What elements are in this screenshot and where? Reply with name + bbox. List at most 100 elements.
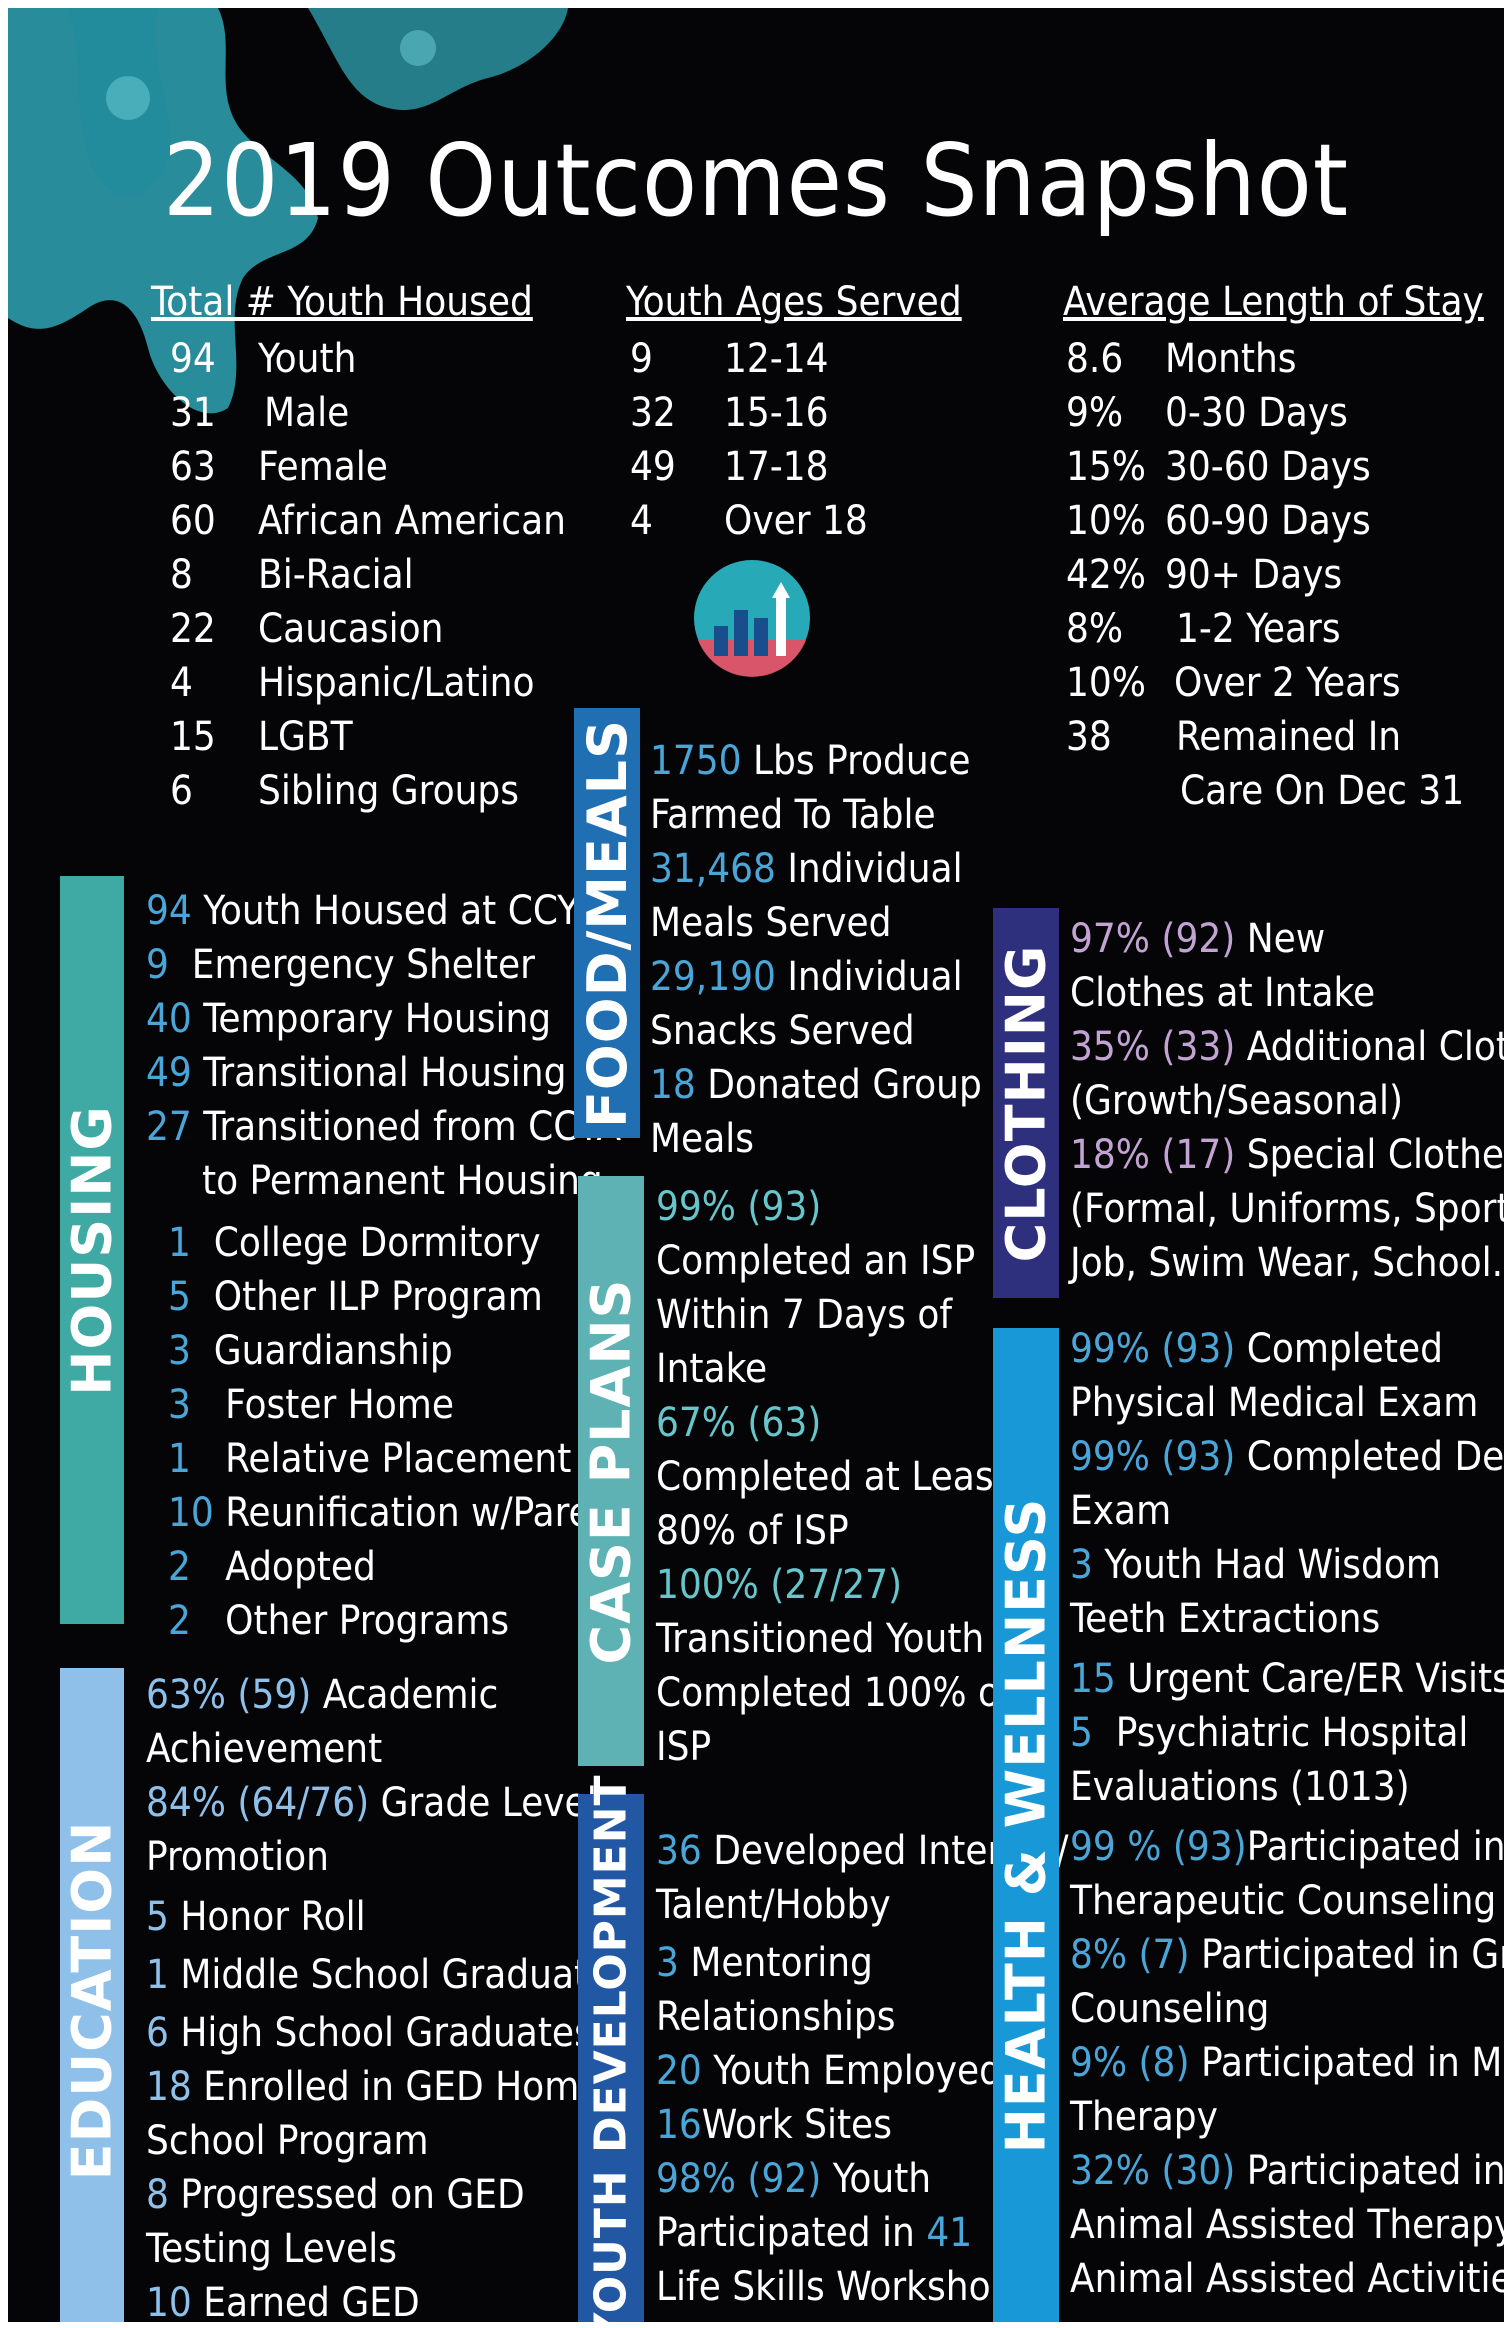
list-item: 32% (30) Participated in — [1070, 2148, 1504, 2194]
list-item: Intake — [656, 1346, 768, 1392]
list-item: Physical Medical Exam — [1070, 1380, 1479, 1426]
list-item: 99% (93) Completed Dental — [1070, 1434, 1504, 1480]
youth-ages-header: Youth Ages Served — [626, 279, 962, 325]
health-wellness-section-band: HEALTH & WELLNESS — [993, 1328, 1059, 2322]
list-item: 49 Transitional Housing — [146, 1050, 567, 1096]
list-item: 18 Donated Group — [650, 1062, 982, 1108]
list-item: 98% (92) Youth — [656, 2156, 932, 2202]
list-item: Transitioned Youth — [656, 1616, 985, 1662]
housing-section-band: HOUSING — [60, 876, 124, 1624]
list-item: 18 Enrolled in GED Home — [146, 2064, 602, 2110]
youth-development-section-label: YOUTH DEVELOPMENT — [585, 1773, 637, 2322]
list-item: 29,190 Individual — [650, 954, 963, 1000]
list-item: Snacks Served — [650, 1008, 915, 1054]
list-item: 1 Middle School Graduate — [146, 1952, 611, 1998]
list-item: 15 Urgent Care/ER Visits — [1070, 1656, 1504, 1702]
list-item: 1750 Lbs Produce — [650, 738, 971, 784]
food-meals-section-band: FOOD/MEALS — [574, 708, 640, 1138]
list-item: 31,468 Individual — [650, 846, 963, 892]
list-item: 84% (64/76) Grade Level — [146, 1780, 597, 1826]
list-item: 10 Earned GED — [146, 2280, 420, 2322]
bar-chart-arrow-icon — [694, 560, 810, 677]
list-item: 1 Relative Placement — [168, 1436, 572, 1482]
list-item: 3 Youth Had Wisdom — [1070, 1542, 1441, 1588]
list-item: 10 Reunification w/Parent — [168, 1490, 628, 1536]
health-wellness-section-label: HEALTH & WELLNESS — [994, 1497, 1058, 2153]
clothing-section-label: CLOTHING — [994, 944, 1058, 1262]
list-item: Talent/Hobby — [656, 1882, 891, 1928]
youth-development-section-text: 36 Developed Interest/ Talent/Hobby 3 Me… — [656, 1824, 1069, 2314]
list-item: 35% (33) Additional Clothes — [1070, 1024, 1504, 1070]
list-item: Completed 100% of — [656, 1670, 1013, 1716]
length-of-stay-header: Average Length of Stay — [1063, 279, 1484, 325]
list-item: 2 Adopted — [168, 1544, 376, 1590]
list-item: Teeth Extractions — [1070, 1596, 1381, 1642]
list-item: 67% (63) — [656, 1400, 822, 1446]
list-item: 6 High School Graduates — [146, 2010, 593, 2056]
clothing-section-text: 97% (92) New Clothes at Intake 35% (33) … — [1070, 912, 1504, 1290]
list-item: 40 Temporary Housing — [146, 996, 552, 1042]
list-item: Within 7 Days of — [656, 1292, 953, 1338]
youth-development-section-band: YOUTH DEVELOPMENT — [578, 1774, 644, 2322]
list-item: 16Work Sites — [656, 2102, 892, 2148]
list-item: 27 Transitioned from CCYA — [146, 1104, 622, 1150]
list-item: 99% (93) Completed — [1070, 1326, 1444, 1372]
list-item: School Program — [146, 2118, 429, 2164]
list-item: to Permanent Housing — [202, 1158, 603, 1204]
list-item: 80% of ISP — [656, 1508, 849, 1554]
poster: 2019 Outcomes Snapshot Total # Youth Hou… — [8, 8, 1504, 2322]
watercolor-splash-decoration — [8, 8, 568, 414]
list-item: 9 Emergency Shelter — [146, 942, 535, 988]
list-item: Counseling — [1070, 1986, 1270, 2032]
list-item: 9% (8) Participated in Music — [1070, 2040, 1504, 2086]
list-item: 3 Guardianship — [168, 1328, 453, 1374]
list-item: 99 % (93)Participated in — [1070, 1824, 1504, 1870]
list-item: Meals — [650, 1116, 755, 1162]
list-item: Exam — [1070, 1488, 1172, 1534]
list-item: 2 Other Programs — [168, 1598, 510, 1644]
list-item: 3 Mentoring — [656, 1940, 873, 1986]
list-item: Promotion — [146, 1834, 329, 1880]
list-item: (Formal, Uniforms, Sports, — [1070, 1186, 1504, 1232]
list-item: 5 Other ILP Program — [168, 1274, 543, 1320]
list-item: Relationships — [656, 1994, 896, 2040]
list-item: 97% (92) New — [1070, 916, 1326, 962]
list-item: Animal Assisted Therapy & — [1070, 2202, 1504, 2248]
list-item: ISP — [656, 1724, 712, 1770]
list-item: Participated in 41 — [656, 2210, 973, 2256]
list-item: Testing Levels — [146, 2226, 397, 2272]
list-item: 99% (93) — [656, 1184, 822, 1230]
list-item: Meals Served — [650, 900, 892, 946]
education-section-label: EDUCATION — [60, 1820, 124, 2180]
housing-section-label: HOUSING — [60, 1104, 124, 1396]
case-plans-section-text: 99% (93) Completed an ISP Within 7 Days … — [656, 1180, 1013, 1774]
total-youth-housed-header: Total # Youth Housed — [151, 279, 533, 325]
list-item: (Growth/Seasonal) — [1070, 1078, 1404, 1124]
case-plans-section-label: CASE PLANS — [579, 1278, 643, 1664]
list-item: Completed at Least — [656, 1454, 1008, 1500]
health-wellness-section-text: 99% (93) Completed Physical Medical Exam… — [1070, 1322, 1504, 2306]
list-item: 8 Progressed on GED — [146, 2172, 525, 2218]
education-section-band: EDUCATION — [60, 1668, 124, 2322]
list-item: Achievement — [146, 1726, 383, 1772]
food-meals-section-text: 1750 Lbs Produce Farmed To Table 31,468 … — [650, 734, 990, 1166]
list-item: 20 Youth Employed at — [656, 2048, 1050, 2094]
list-item: 5 Psychiatric Hospital — [1070, 1710, 1469, 1756]
list-item: 1 College Dormitory — [168, 1220, 541, 1266]
food-meals-section-label: FOOD/MEALS — [575, 718, 639, 1128]
list-item: Clothes at Intake — [1070, 970, 1376, 1016]
list-item: 94 Youth Housed at CCYA — [146, 888, 601, 934]
list-item: 100% (27/27) — [656, 1562, 903, 1608]
list-item: Life Skills Workshops — [656, 2264, 1033, 2310]
list-item: 5 Honor Roll — [146, 1894, 366, 1940]
list-item: 18% (17) Special Clothes — [1070, 1132, 1504, 1178]
case-plans-section-band: CASE PLANS — [578, 1176, 644, 1766]
list-item: Therapy — [1070, 2094, 1218, 2140]
list-item: Completed an ISP — [656, 1238, 976, 1284]
education-section-text: 63% (59) Academic Achievement 84% (64/76… — [146, 1668, 611, 2322]
housing-section-text: 94 Youth Housed at CCYA 9 Emergency Shel… — [146, 884, 628, 1648]
list-item: 3 Foster Home — [168, 1382, 454, 1428]
list-item: Farmed To Table — [650, 792, 936, 838]
list-item: Therapeutic Counseling — [1070, 1878, 1497, 1924]
list-item: Job, Swim Wear, School...) — [1070, 1240, 1504, 1286]
